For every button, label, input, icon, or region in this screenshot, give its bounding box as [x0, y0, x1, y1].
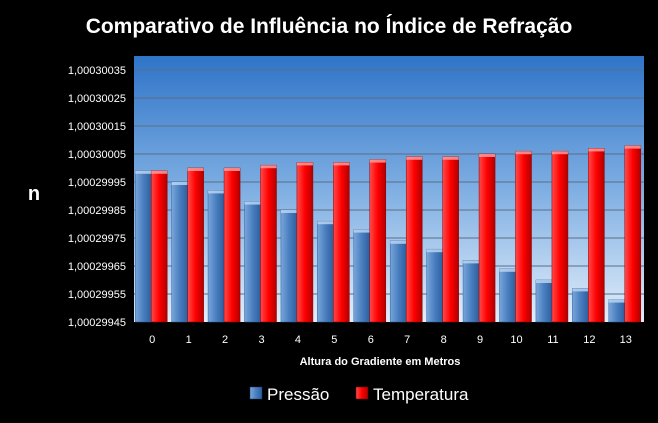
bar-temperatura-cap	[479, 154, 496, 157]
legend-label-temperatura: Temperatura	[373, 385, 469, 404]
bar-pressao-cap	[317, 221, 334, 225]
bar-pressao	[317, 220, 334, 323]
bar-temperatura	[478, 153, 496, 323]
x-tick-label: 7	[404, 334, 410, 346]
bar-pressao-cap	[244, 201, 261, 205]
y-tick-label: 1,00030025	[68, 93, 126, 105]
bar-pressao	[280, 209, 298, 323]
y-tick-label: 1,00029975	[68, 233, 126, 245]
x-tick-label: 10	[510, 334, 522, 346]
bar-pressao	[535, 279, 553, 323]
y-tick-label: 1,00030005	[68, 149, 126, 161]
x-tick-label: 2	[222, 334, 228, 346]
bar-temperatura	[296, 162, 314, 323]
bar-temperatura	[442, 156, 459, 323]
bar-temperatura-cap	[224, 168, 241, 171]
bar-pressao	[389, 240, 407, 323]
bar-temperatura-cap	[442, 156, 459, 160]
x-axis-ticks: 0 1 2 3 4 5 6 7 8 9 10 11 12 13	[149, 334, 632, 346]
legend: Pressão Temperatura	[249, 385, 469, 404]
bar-temperatura	[150, 170, 168, 323]
bar-pressao-cap	[390, 240, 407, 244]
legend-label-pressao: Pressão	[267, 385, 329, 404]
bar-temperatura	[260, 164, 277, 323]
bar-temperatura	[223, 167, 241, 323]
bar-pressao	[608, 299, 626, 323]
y-tick-label: 1,00030015	[68, 121, 126, 133]
bar-temperatura-cap	[333, 162, 350, 166]
y-tick-label: 1,00029945	[68, 317, 126, 329]
x-tick-label: 13	[620, 334, 632, 346]
bar-temperatura-cap	[151, 170, 168, 174]
bar-pressao	[244, 201, 261, 323]
bar-temperatura-cap	[588, 148, 605, 152]
bar-pressao-cap	[499, 268, 516, 272]
bar-pressao-cap	[572, 288, 589, 292]
x-tick-label: 1	[186, 334, 192, 346]
y-tick-label: 1,00029985	[68, 205, 126, 217]
x-axis-label: Altura do Gradiente em Metros	[300, 356, 461, 368]
bar-pressao-cap	[135, 170, 152, 174]
y-tick-label: 1,00029965	[68, 261, 126, 273]
bar-pressao-cap	[535, 280, 552, 283]
bar-temperatura	[333, 162, 350, 323]
x-tick-label: 6	[368, 334, 374, 346]
bar-temperatura-cap	[515, 151, 532, 155]
bar-temperatura-cap	[260, 165, 277, 169]
chart-title: Comparativo de Influência no Índice de R…	[86, 15, 573, 38]
bar-temperatura	[405, 156, 423, 323]
x-tick-label: 9	[477, 334, 483, 346]
legend-swatch-temperatura	[355, 386, 369, 400]
bar-pressao	[499, 268, 516, 323]
bar-pressao-cap	[608, 299, 625, 303]
x-tick-label: 5	[331, 334, 337, 346]
bar-pressao	[462, 260, 480, 323]
bar-temperatura-cap	[187, 168, 204, 171]
bar-pressao	[426, 248, 443, 323]
bars	[134, 145, 642, 323]
bar-temperatura	[187, 167, 204, 323]
legend-swatch-pressao	[249, 386, 263, 400]
bar-pressao-cap	[171, 182, 188, 185]
y-tick-label: 1,00029995	[68, 177, 126, 189]
y-tick-label: 1,00029955	[68, 289, 126, 301]
bar-pressao	[353, 229, 371, 323]
bar-pressao-cap	[280, 210, 297, 213]
bar-pressao	[171, 181, 188, 323]
bar-temperatura	[369, 159, 387, 323]
bar-temperatura	[588, 148, 605, 323]
x-tick-label: 11	[547, 334, 558, 346]
bar-temperatura-cap	[551, 151, 568, 155]
bar-temperatura	[515, 150, 532, 323]
bar-temperatura-cap	[406, 156, 423, 160]
bar-temperatura	[624, 145, 642, 323]
x-tick-label: 12	[583, 334, 595, 346]
x-tick-label: 4	[295, 334, 301, 346]
bar-temperatura-cap	[369, 159, 386, 163]
bar-pressao	[572, 288, 589, 323]
x-tick-label: 0	[149, 334, 155, 346]
bar-pressao-cap	[353, 229, 370, 233]
y-axis-ticks: 1,00029945 1,00029955 1,00029965 1,00029975…	[68, 65, 126, 329]
bar-temperatura	[551, 150, 569, 323]
bar-pressao-cap	[463, 260, 480, 264]
y-axis-label: n	[28, 183, 40, 205]
bar-temperatura-cap	[296, 162, 313, 166]
bar-pressao-cap	[426, 249, 443, 253]
bar-pressao-cap	[208, 190, 225, 194]
bar-temperatura-cap	[624, 145, 641, 149]
bar-pressao	[207, 190, 225, 323]
bar-pressao	[134, 170, 152, 323]
x-tick-label: 8	[441, 334, 447, 346]
x-tick-label: 3	[258, 334, 264, 346]
y-tick-label: 1,00030035	[68, 65, 126, 77]
